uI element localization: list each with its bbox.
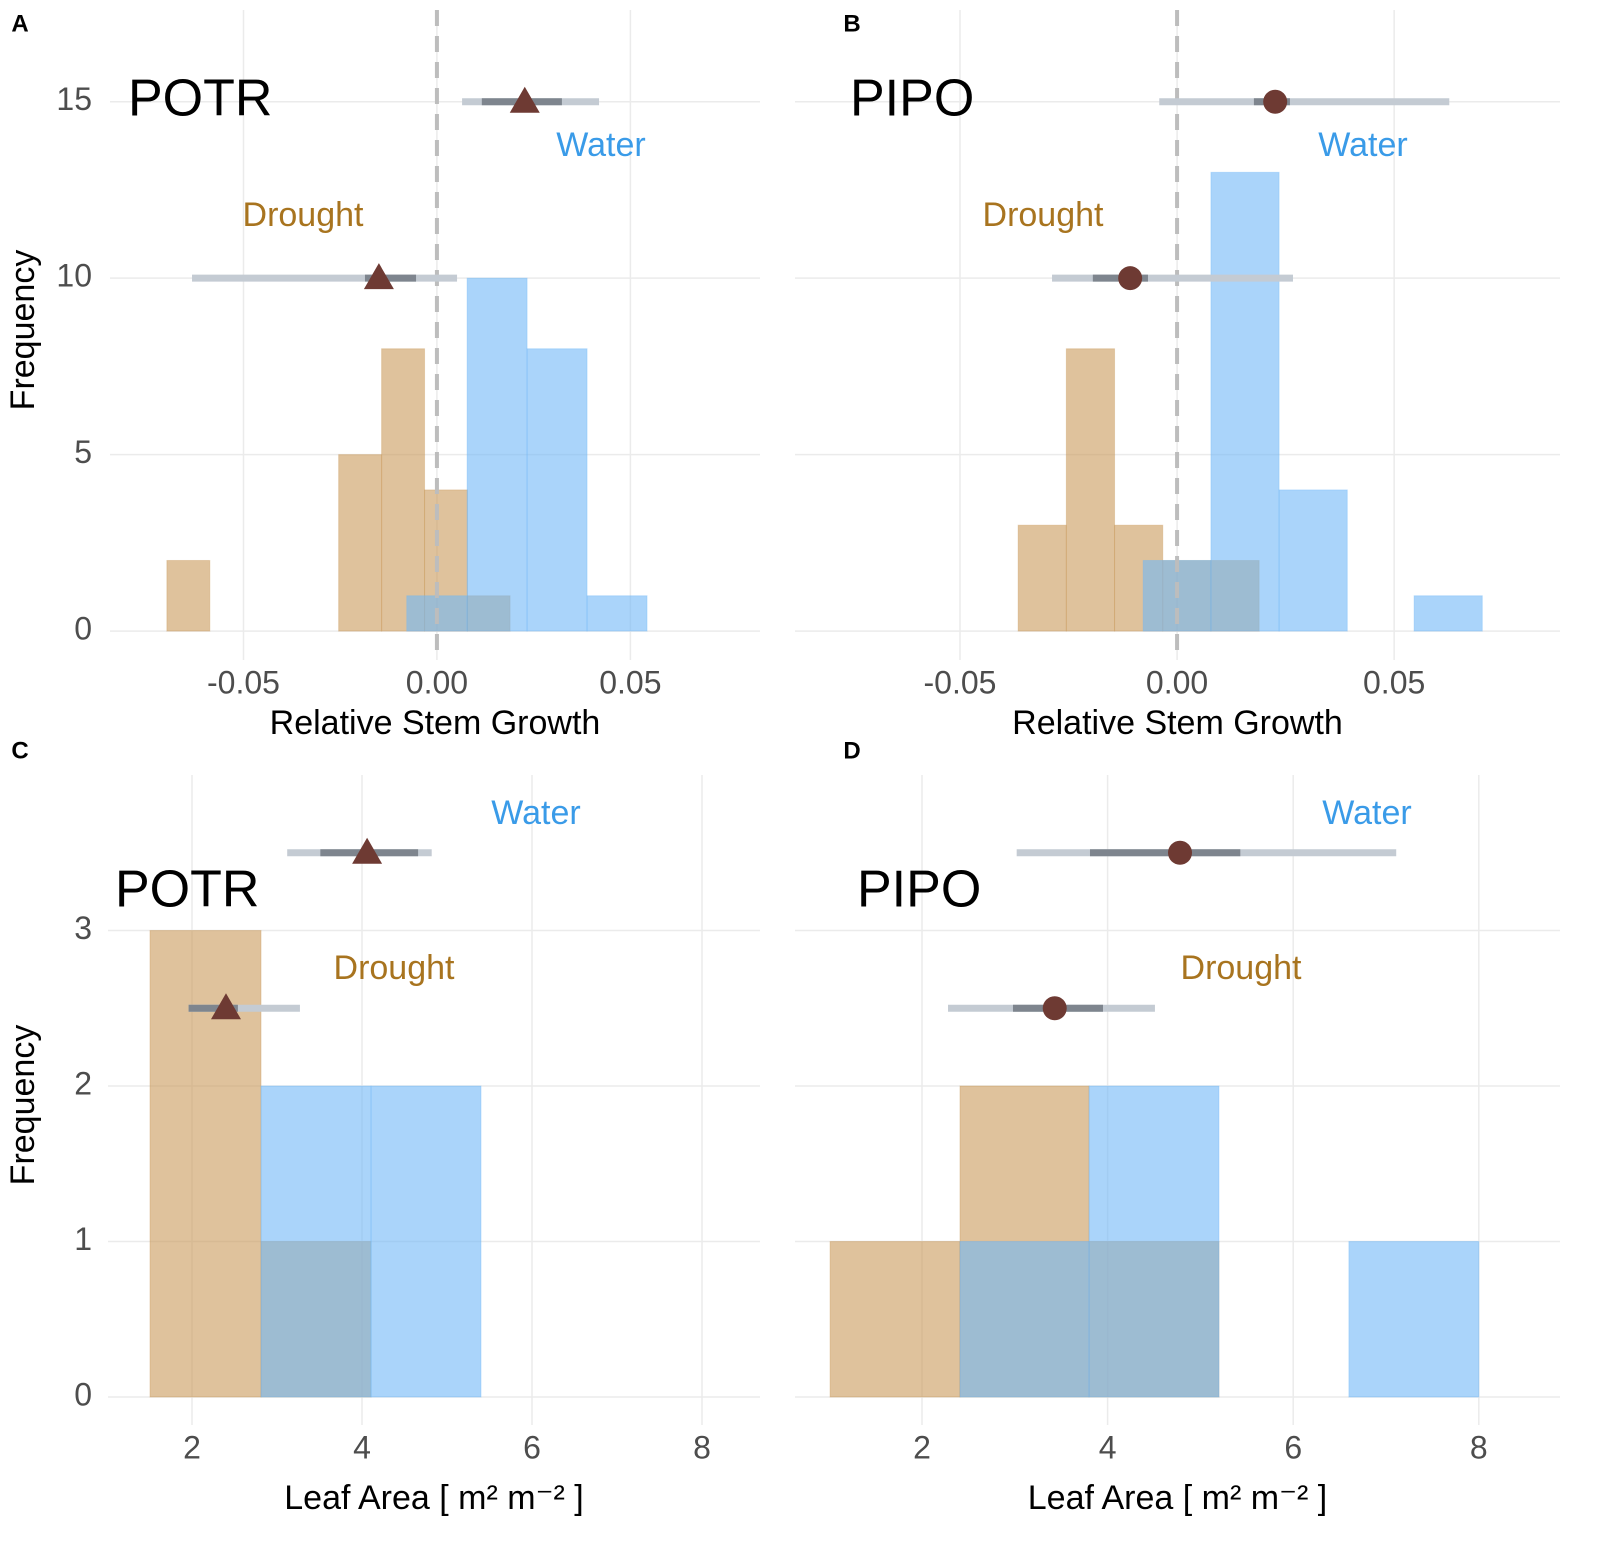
- x-axis-label: Leaf Area [ m² m⁻² ]: [284, 1479, 583, 1517]
- estimate-point: [1042, 996, 1067, 1021]
- panel-letter: C: [11, 737, 28, 764]
- x-tick-label: 8: [1470, 1429, 1488, 1465]
- y-tick-label: 0: [74, 1376, 92, 1412]
- x-tick-label: 8: [693, 1429, 711, 1465]
- histogram-bar: [381, 348, 426, 632]
- x-tick-label: 6: [1284, 1429, 1302, 1465]
- histogram-bar: [586, 595, 648, 632]
- y-tick-label: 3: [74, 910, 92, 946]
- histogram-bar: [260, 1085, 372, 1398]
- histogram-bar: [466, 277, 528, 632]
- x-tick-label: 2: [183, 1429, 201, 1465]
- series-label: Drought: [1181, 949, 1303, 987]
- panel-letter: D: [843, 737, 860, 764]
- x-tick-label: 0.05: [599, 664, 661, 700]
- x-tick-label: -0.05: [207, 664, 280, 700]
- y-tick-label: 1: [74, 1221, 92, 1257]
- histogram-bar: [1210, 171, 1280, 632]
- series-label: Drought: [243, 196, 365, 234]
- estimate-point: [1263, 89, 1288, 114]
- estimate-point: [363, 263, 394, 290]
- panel-title: PIPO: [857, 861, 981, 919]
- histogram-bar: [829, 1241, 961, 1398]
- histogram-bar: [1088, 1085, 1220, 1398]
- panel-letter: A: [11, 10, 28, 37]
- panel-title: POTR: [128, 70, 272, 128]
- histogram-bar: [1413, 595, 1483, 632]
- estimate-point: [210, 993, 241, 1020]
- y-tick-label: 5: [74, 434, 92, 470]
- series-label: Water: [1322, 794, 1411, 832]
- x-tick-label: 4: [1099, 1429, 1117, 1465]
- y-axis-label: Frequency: [4, 1025, 42, 1186]
- histogram-bar: [338, 454, 383, 632]
- panel-title: POTR: [115, 861, 259, 919]
- x-axis-label: Relative Stem Growth: [270, 704, 601, 742]
- panel-title: PIPO: [850, 70, 974, 128]
- x-tick-label: 6: [523, 1429, 541, 1465]
- y-tick-label: 10: [56, 258, 92, 294]
- y-tick-label: 2: [74, 1065, 92, 1101]
- x-tick-label: -0.05: [924, 664, 997, 700]
- series-label: Water: [556, 126, 645, 164]
- estimate-point: [1118, 266, 1143, 291]
- x-axis-label: Leaf Area [ m² m⁻² ]: [1028, 1479, 1327, 1517]
- series-label: Water: [1318, 126, 1407, 164]
- histogram-bar: [1278, 489, 1348, 632]
- x-tick-label: 2: [913, 1429, 931, 1465]
- histogram-bar: [1065, 348, 1116, 632]
- histogram-bar: [370, 1085, 482, 1398]
- series-label: Water: [491, 794, 580, 832]
- x-tick-label: 0.00: [1146, 664, 1208, 700]
- series-label: Drought: [334, 949, 456, 987]
- estimate-point: [352, 837, 383, 864]
- histogram-bar: [1348, 1241, 1480, 1398]
- histogram-bar: [526, 348, 588, 632]
- y-axis-label: Frequency: [4, 250, 42, 411]
- y-tick-label: 0: [74, 611, 92, 647]
- histogram-bar: [1017, 524, 1067, 632]
- histogram-bar: [959, 1241, 1090, 1398]
- histogram-bar: [149, 930, 262, 1398]
- panel-letter: B: [843, 10, 860, 37]
- y-tick-label: 15: [56, 81, 92, 117]
- x-tick-label: 4: [353, 1429, 371, 1465]
- estimate-point: [1168, 840, 1193, 865]
- estimate-point: [509, 86, 540, 113]
- series-label: Drought: [983, 196, 1105, 234]
- x-tick-label: 0.05: [1363, 664, 1425, 700]
- x-tick-label: 0.00: [406, 664, 468, 700]
- histogram-bar: [166, 559, 211, 632]
- x-axis-label: Relative Stem Growth: [1012, 704, 1343, 742]
